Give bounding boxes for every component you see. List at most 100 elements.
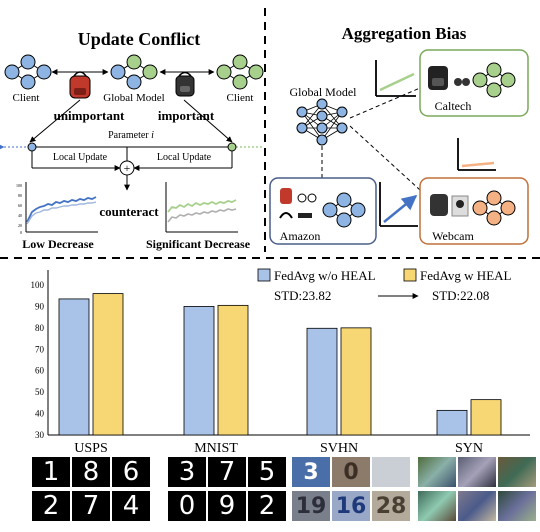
svg-text:60: 60 — [18, 203, 22, 208]
unimportant-arrow — [29, 99, 81, 143]
syn-sample-image — [498, 491, 536, 521]
bar-mnist-without-heal — [183, 306, 215, 436]
link-webcam — [349, 125, 421, 191]
amazon-network — [322, 192, 366, 228]
client-right-network — [216, 54, 264, 90]
global-model-network — [110, 54, 158, 90]
aggregation-bias-panel: Aggregation Bias Global Model — [269, 24, 529, 245]
svhn-sample-image: 0 — [332, 457, 370, 487]
significant-decrease-label: Significant Decrease — [146, 237, 251, 251]
svg-text:20: 20 — [18, 223, 22, 228]
usps-sample-digit: 1 — [32, 457, 70, 487]
svhn-sample-image: 3 — [292, 457, 330, 487]
dark-backpack-icon — [175, 71, 195, 97]
mnist-sample-digit: 0 — [168, 491, 206, 521]
syn-sample-image — [458, 457, 496, 487]
right-parameter-node — [227, 142, 237, 152]
x-tick-label: SYN — [455, 441, 483, 456]
std-without-label: STD:23.82 — [274, 288, 331, 303]
amazon-trend-axes — [379, 182, 418, 227]
mnist-sample-digit: 5 — [248, 457, 286, 487]
bar-syn-without-heal — [436, 409, 468, 436]
mnist-sample-digit: 9 — [208, 491, 246, 521]
red-backpack-icon — [69, 71, 91, 99]
y-tick-label: 40 — [35, 409, 45, 419]
counteract-label: counteract — [99, 204, 159, 219]
update-conflict-panel: Update Conflict Client Global Model — [0, 29, 264, 251]
svhn-sample-image — [372, 457, 410, 487]
y-tick-label: 60 — [35, 366, 45, 376]
mnist-sample-digit: 3 — [168, 457, 206, 487]
usps-sample-digit: 4 — [112, 491, 150, 521]
bar-mnist-with-heal — [217, 304, 249, 436]
global-model-multilayer-network — [296, 98, 348, 146]
legend-swatch-without — [257, 268, 271, 282]
bars — [58, 293, 502, 436]
svhn-sample-image: 16 — [332, 491, 370, 521]
panel-title-right: Aggregation Bias — [342, 24, 467, 43]
parameter-label: Parameter i — [108, 130, 154, 141]
x-tick-labels: USPS MNIST SVHN SYN — [74, 441, 483, 456]
caltech-network — [472, 62, 516, 98]
caltech-image-icons — [428, 66, 470, 90]
low-decrease-mini-chart: 100 80 60 40 20 0 — [16, 182, 98, 235]
mnist-sample-digit: 2 — [248, 491, 286, 521]
webcam-image-icons — [430, 194, 469, 217]
panel-title: Update Conflict — [78, 29, 201, 49]
webcam-trend-axes — [457, 138, 496, 171]
caltech-trend-axes — [375, 60, 416, 97]
syn-sample-image — [418, 491, 456, 521]
svg-text:40: 40 — [18, 213, 22, 218]
local-update-right-label: Local Update — [157, 152, 212, 163]
bar-svhn-with-heal — [340, 327, 372, 436]
global-model-label-right: Global Model — [290, 85, 358, 99]
y-tick-label: 30 — [35, 430, 45, 440]
bar-syn-with-heal — [470, 399, 502, 436]
low-decrease-label: Low Decrease — [22, 237, 94, 251]
significant-decrease-mini-chart — [165, 182, 238, 233]
svg-text:100: 100 — [16, 183, 22, 188]
important-label: important — [158, 108, 215, 123]
client-left-label: Client — [13, 92, 40, 104]
legend: FedAvg w/o HEAL FedAvg w HEAL STD:23.82 … — [257, 268, 512, 303]
y-tick-label: 50 — [35, 387, 45, 397]
bar-usps-without-heal — [58, 298, 90, 436]
link-caltech — [349, 87, 421, 119]
x-tick-label: MNIST — [194, 441, 238, 456]
important-arrow — [183, 99, 233, 143]
y-tick-label: 100 — [31, 280, 45, 290]
amazon-label: Amazon — [280, 229, 321, 243]
usps-sample-digit: 6 — [112, 457, 150, 487]
svhn-sample-image: 19 — [292, 491, 330, 521]
client-right-label: Client — [227, 92, 254, 104]
webcam-network — [472, 190, 516, 226]
x-tick-label: SVHN — [320, 441, 358, 456]
syn-sample-image — [498, 457, 536, 487]
syn-sample-image — [458, 491, 496, 521]
legend-label-with: FedAvg w HEAL — [420, 268, 512, 283]
x-tick-label: USPS — [74, 441, 107, 456]
client-left-network — [4, 54, 52, 90]
webcam-label: Webcam — [432, 229, 474, 243]
y-tick-labels: 30 40 50 60 70 80 90 100 — [31, 280, 45, 440]
y-tick-label: 80 — [35, 323, 45, 333]
std-with-label: STD:22.08 — [432, 288, 489, 303]
caltech-label: Caltech — [435, 99, 472, 113]
legend-swatch-with — [403, 268, 417, 282]
usps-sample-digit: 8 — [72, 457, 110, 487]
local-update-left-label: Local Update — [53, 152, 108, 163]
left-parameter-node — [27, 142, 37, 152]
y-tick-label: 70 — [35, 344, 45, 354]
unimportant-label: unimportant — [54, 108, 125, 123]
svg-text:0: 0 — [20, 230, 22, 235]
syn-sample-image — [418, 457, 456, 487]
y-tick-label: 90 — [35, 301, 45, 311]
usps-sample-digit: 7 — [72, 491, 110, 521]
amazon-image-icons — [279, 188, 317, 219]
bar-svhn-without-heal — [306, 327, 338, 436]
legend-label-without: FedAvg w/o HEAL — [274, 268, 376, 283]
bar-chart: 30 40 50 60 70 80 90 100 USPS MNIST SVHN SYN FedAv… — [31, 268, 530, 456]
global-model-label: Global Model — [103, 92, 164, 104]
svg-text:80: 80 — [18, 193, 22, 198]
svhn-sample-image: 28 — [372, 491, 410, 521]
